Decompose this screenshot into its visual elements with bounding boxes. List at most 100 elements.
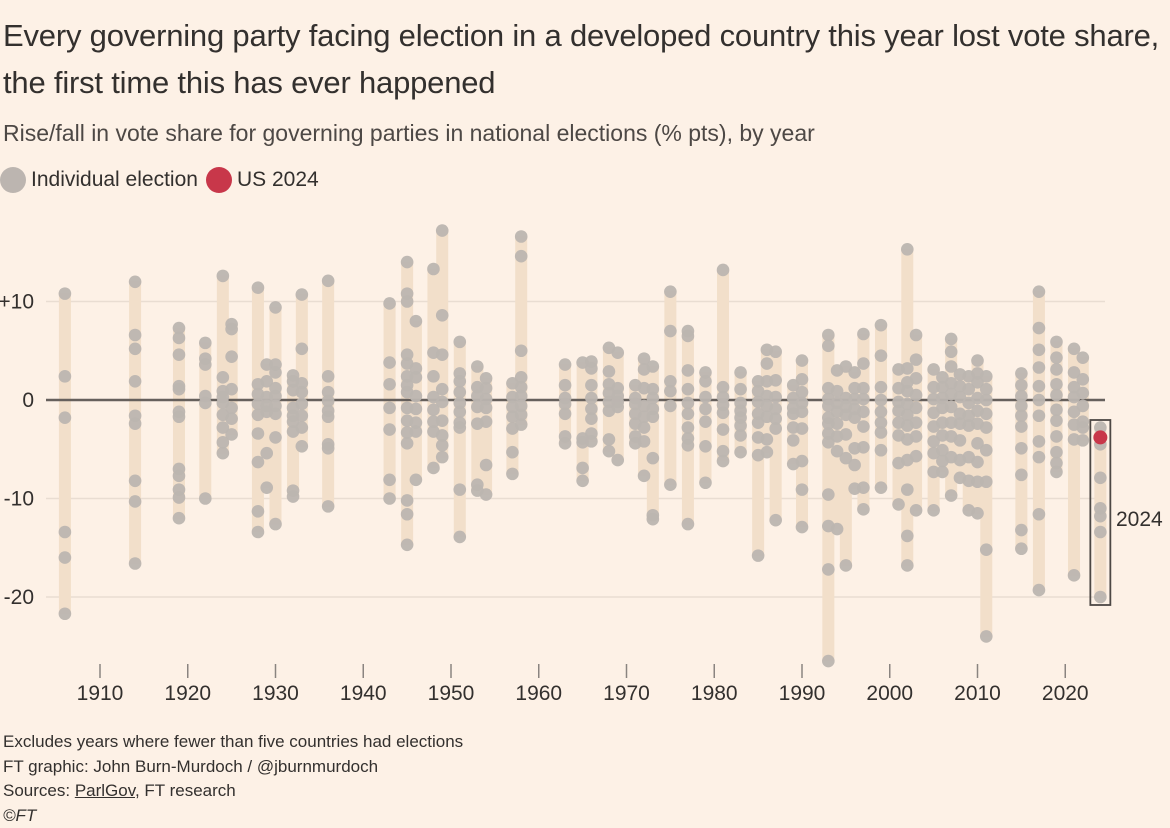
data-point	[664, 385, 677, 398]
data-point	[857, 441, 870, 454]
data-point	[217, 447, 230, 460]
data-point	[436, 439, 449, 452]
data-point	[875, 426, 888, 439]
data-point	[225, 323, 238, 336]
data-point	[296, 386, 309, 399]
data-point	[734, 383, 747, 396]
footer-sources: Sources: ParlGov, FT research	[3, 779, 463, 804]
data-point	[217, 371, 230, 384]
data-point	[585, 362, 598, 375]
x-tick-label: 1920	[164, 682, 211, 705]
data-point	[971, 456, 984, 469]
data-point	[848, 459, 861, 472]
data-point	[1094, 591, 1107, 604]
data-point	[225, 428, 238, 441]
parlgov-link[interactable]: ParlGov	[75, 781, 135, 800]
data-point	[699, 440, 712, 453]
data-point	[699, 403, 712, 416]
data-point	[1033, 394, 1046, 407]
data-point	[427, 462, 440, 475]
data-point	[129, 329, 142, 342]
data-point	[699, 415, 712, 428]
data-point	[875, 394, 888, 407]
data-point	[682, 330, 695, 343]
data-point	[857, 393, 870, 406]
data-point	[945, 333, 958, 346]
x-tick-label: 1960	[515, 682, 562, 705]
data-point	[453, 375, 466, 388]
data-point	[1015, 524, 1028, 537]
data-point	[769, 345, 782, 358]
data-point	[980, 370, 993, 383]
data-point	[383, 378, 396, 391]
data-point	[822, 563, 835, 576]
data-point	[787, 434, 800, 447]
annotation-label: 2024	[1116, 508, 1163, 531]
data-point	[383, 423, 396, 436]
data-point	[717, 455, 730, 468]
data-point	[796, 455, 809, 468]
data-point	[199, 492, 212, 505]
data-point	[734, 429, 747, 442]
data-point	[664, 478, 677, 491]
data-point	[1015, 442, 1028, 455]
y-axis-ticks: +100-10-20	[0, 291, 34, 610]
data-point	[857, 357, 870, 370]
data-point	[59, 411, 72, 424]
data-point	[822, 329, 835, 342]
data-point	[1033, 451, 1046, 464]
data-point	[857, 406, 870, 419]
data-point	[225, 350, 238, 363]
data-point	[796, 521, 809, 534]
data-point	[717, 264, 730, 277]
data-point	[910, 353, 923, 366]
data-point	[699, 375, 712, 388]
data-point	[971, 354, 984, 367]
data-point	[857, 481, 870, 494]
data-point	[129, 495, 142, 508]
data-point	[796, 406, 809, 419]
data-point	[322, 370, 335, 383]
data-point	[638, 470, 651, 483]
data-point	[287, 490, 300, 503]
data-point	[1077, 400, 1090, 413]
data-point	[971, 507, 984, 520]
x-tick-label: 1930	[252, 682, 299, 705]
data-point	[506, 446, 519, 459]
data-point	[831, 523, 844, 536]
data-point	[945, 489, 958, 502]
data-point	[761, 357, 774, 370]
data-point	[269, 301, 282, 314]
data-point	[1033, 361, 1046, 374]
data-point	[1050, 389, 1063, 402]
data-point	[761, 446, 774, 459]
data-point	[1033, 285, 1046, 298]
data-point	[453, 406, 466, 419]
x-tick-label: 1940	[340, 682, 387, 705]
data-point	[383, 297, 396, 310]
data-point	[515, 250, 528, 263]
data-point	[769, 391, 782, 404]
data-point	[383, 492, 396, 505]
data-point	[410, 315, 423, 328]
data-point	[910, 402, 923, 415]
data-point	[199, 358, 212, 371]
data-point	[453, 386, 466, 399]
data-point	[436, 414, 449, 427]
data-point	[910, 504, 923, 517]
data-point	[471, 360, 484, 373]
data-point	[1033, 409, 1046, 422]
data-point	[252, 526, 265, 539]
data-point	[401, 295, 414, 308]
data-point	[1033, 343, 1046, 356]
data-point	[173, 410, 186, 423]
data-point	[822, 340, 835, 353]
data-point	[603, 365, 616, 378]
x-tick-label: 1950	[428, 682, 475, 705]
data-point	[980, 630, 993, 643]
data-point	[910, 372, 923, 385]
data-point	[1050, 466, 1063, 479]
data-point	[910, 416, 923, 429]
